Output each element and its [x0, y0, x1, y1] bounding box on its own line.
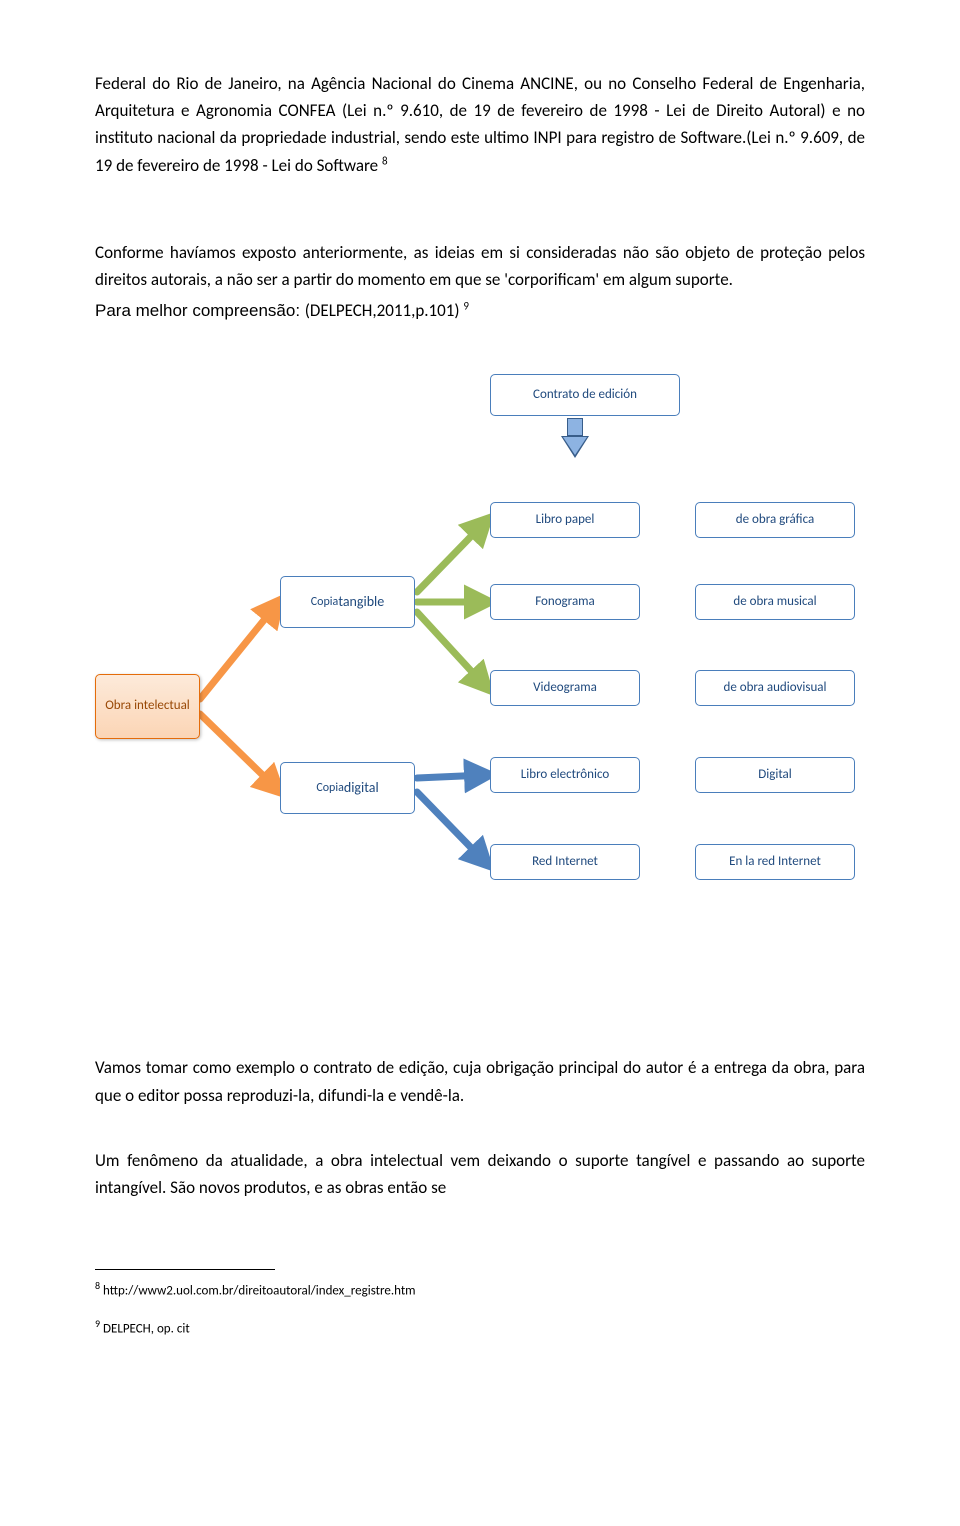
flowchart: Contrato de edición Obra intelectual Copia… [95, 374, 865, 924]
footnote-ref: 8 [382, 154, 388, 167]
para-text: Vamos tomar como exemplo o contrato de e… [95, 1057, 865, 1105]
mid-box-1: Copia digital [280, 762, 415, 814]
para-text: Para melhor compreensão: [95, 301, 305, 320]
mid-box-0: Copia tangible [280, 576, 415, 628]
para-text: Conforme havíamos exposto anteriormente,… [95, 242, 865, 290]
center-box-1: Fonograma [490, 584, 640, 620]
body-paragraph: Federal do Rio de Janeiro, na Agência Na… [95, 70, 865, 179]
center-box-2: Videograma [490, 670, 640, 706]
right-box-2: de obra audiovisual [695, 670, 855, 706]
center-box-3: Libro electrônico [490, 757, 640, 793]
top-box: Contrato de edición [490, 374, 680, 416]
body-paragraph: Vamos tomar como exemplo o contrato de e… [95, 1054, 865, 1108]
footnote-separator [95, 1269, 275, 1270]
footnote-text: DELPECH, op. cit [100, 1322, 190, 1337]
center-box-4: Red Internet [490, 844, 640, 880]
arrow-down-icon-fill [563, 437, 587, 455]
footnote: 8 http://www2.uol.com.br/direitoautoral/… [95, 1278, 865, 1302]
footnote-ref: 9 [463, 299, 469, 312]
source-box: Obra intelectual [95, 674, 200, 739]
center-box-0: Libro papel [490, 502, 640, 538]
body-paragraph: Conforme havíamos exposto anteriormente,… [95, 239, 865, 293]
body-paragraph: Para melhor compreensão: (DELPECH,2011,p… [95, 297, 865, 324]
citation: (DELPECH,2011,p.101) [305, 300, 460, 321]
connectors-svg [95, 374, 865, 924]
para-text: Um fenômeno da atualidade, a obra intele… [95, 1150, 865, 1198]
right-box-3: Digital [695, 757, 855, 793]
footnote: 9 DELPECH, op. cit [95, 1316, 865, 1340]
right-box-0: de obra gráfica [695, 502, 855, 538]
footnote-text: http://www2.uol.com.br/direitoautoral/in… [100, 1283, 416, 1298]
right-box-4: En la red Internet [695, 844, 855, 880]
arrow-down-stem [567, 418, 583, 436]
right-box-1: de obra musical [695, 584, 855, 620]
para-text: Federal do Rio de Janeiro, na Agência Na… [95, 73, 865, 176]
body-paragraph: Um fenômeno da atualidade, a obra intele… [95, 1147, 865, 1201]
